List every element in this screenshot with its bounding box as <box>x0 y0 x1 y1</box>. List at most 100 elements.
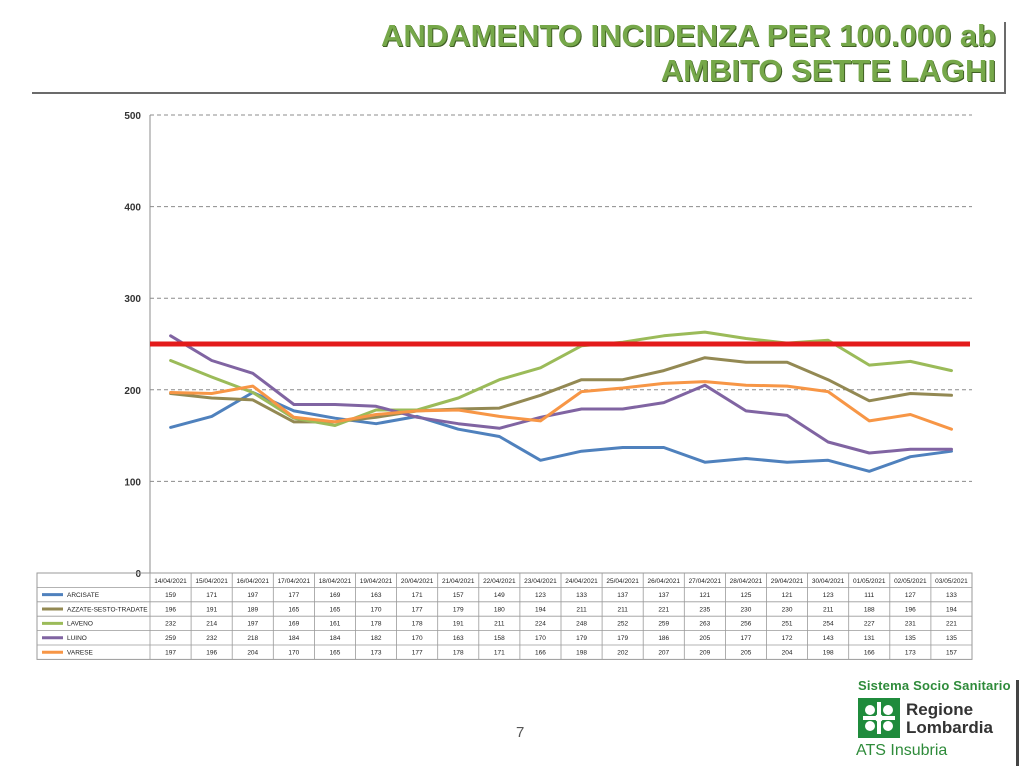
table-cell-value: 235 <box>699 606 710 613</box>
table-cell-value: 205 <box>699 635 710 642</box>
x-tick-label: 02/05/2021 <box>894 578 927 585</box>
table-cell-value: 263 <box>699 621 710 628</box>
table-cell-value: 197 <box>247 592 258 599</box>
table-cell-value: 254 <box>823 621 834 628</box>
series-line-varese <box>169 380 953 431</box>
table-cell-value: 165 <box>288 606 299 613</box>
table-cell-value: 256 <box>741 621 752 628</box>
table-cell-value: 170 <box>371 606 382 613</box>
table-cell-value: 227 <box>864 621 875 628</box>
title-line-1: ANDAMENTO INCIDENZA PER 100.000 ab <box>381 18 996 53</box>
x-tick-label: 17/04/2021 <box>278 578 311 585</box>
y-tick-label: 0 <box>135 569 141 580</box>
table-cell-value: 127 <box>905 592 916 599</box>
table-cell-value: 121 <box>782 592 793 599</box>
table-cell-value: 191 <box>453 621 464 628</box>
table-cell-value: 194 <box>946 606 957 613</box>
table-cell-value: 125 <box>741 592 752 599</box>
x-tick-label: 15/04/2021 <box>195 578 228 585</box>
table-cell-value: 197 <box>247 621 258 628</box>
x-tick-label: 14/04/2021 <box>154 578 187 585</box>
table-cell-value: 179 <box>576 635 587 642</box>
table-cell-value: 196 <box>905 606 916 613</box>
regione-lombardia-logo: Sistema Socio Sanitario Regione Lombardi… <box>850 676 1020 766</box>
series-line-azzate-sesto-tradate <box>169 356 953 424</box>
table-cell-value: 135 <box>946 635 957 642</box>
table-cell-value: 161 <box>330 621 341 628</box>
x-tick-label: 24/04/2021 <box>565 578 598 585</box>
table-cell-value: 211 <box>617 606 628 613</box>
table-cell-value: 211 <box>823 606 834 613</box>
page-number: 7 <box>516 724 525 741</box>
x-tick-label: 28/04/2021 <box>730 578 763 585</box>
table-cell-value: 209 <box>699 650 710 657</box>
table-cell-value: 133 <box>946 592 957 599</box>
table-cell-value: 177 <box>412 606 423 613</box>
title-underline <box>32 92 1006 94</box>
table-cell-value: 177 <box>412 650 423 657</box>
legend-label: AZZATE-SESTO-TRADATE <box>67 606 148 613</box>
x-tick-label: 16/04/2021 <box>236 578 269 585</box>
table-cell-value: 170 <box>412 635 423 642</box>
table-cell-value: 232 <box>165 621 176 628</box>
table-cell-value: 163 <box>453 635 464 642</box>
x-tick-label: 18/04/2021 <box>319 578 352 585</box>
table-cell-value: 170 <box>535 635 546 642</box>
table-cell-value: 179 <box>453 606 464 613</box>
logo-name-line-2: Lombardia <box>906 718 993 737</box>
table-cell-value: 184 <box>330 635 341 642</box>
table-cell-value: 259 <box>658 621 669 628</box>
table-cell-value: 172 <box>782 635 793 642</box>
table-cell-value: 186 <box>658 635 669 642</box>
x-tick-label: 26/04/2021 <box>647 578 680 585</box>
table-cell-value: 214 <box>206 621 217 628</box>
legend-label: VARESE <box>67 650 94 657</box>
table-cell-value: 173 <box>371 650 382 657</box>
table-cell-value: 182 <box>371 635 382 642</box>
table-cell-value: 165 <box>330 650 341 657</box>
data-table: 14/04/2021 15/04/2021 16/04/2021 17/04/2021… <box>36 572 973 660</box>
table-cell-value: 159 <box>165 592 176 599</box>
table-cell-value: 163 <box>371 592 382 599</box>
table-cell-value: 177 <box>288 592 299 599</box>
table-cell-value: 196 <box>165 606 176 613</box>
table-cell-value: 211 <box>494 621 505 628</box>
table-cell-value: 111 <box>864 592 874 599</box>
table-cell-value: 121 <box>699 592 710 599</box>
table-cell-value: 194 <box>535 606 546 613</box>
table-cell-value: 178 <box>453 650 464 657</box>
x-tick-label: 01/05/2021 <box>853 578 886 585</box>
legend-label: LAVENO <box>67 621 93 628</box>
table-cell-value: 179 <box>617 635 628 642</box>
table-cell-value: 149 <box>494 592 505 599</box>
x-tick-label: 20/04/2021 <box>401 578 434 585</box>
series-line-arcisate <box>169 391 953 473</box>
table-cell-value: 202 <box>617 650 628 657</box>
x-tick-label: 30/04/2021 <box>812 578 845 585</box>
x-tick-label: 27/04/2021 <box>689 578 722 585</box>
title-line-2: AMBITO SETTE LAGHI <box>660 53 996 88</box>
x-tick-label: 19/04/2021 <box>360 578 393 585</box>
table-cell-value: 166 <box>535 650 546 657</box>
table-cell-value: 143 <box>823 635 834 642</box>
x-tick-label: 21/04/2021 <box>442 578 475 585</box>
table-cell-value: 198 <box>576 650 587 657</box>
table-cell-value: 165 <box>330 606 341 613</box>
table-cell-value: 157 <box>946 650 957 657</box>
lombardia-rose-icon <box>858 698 900 738</box>
table-cell-value: 157 <box>453 592 464 599</box>
table-cell-value: 252 <box>617 621 628 628</box>
logo-name-line-1: Regione <box>906 700 974 719</box>
table-cell-value: 189 <box>247 606 258 613</box>
table-cell-value: 135 <box>905 635 916 642</box>
table-cell-value: 131 <box>864 635 875 642</box>
logo-ats-text: ATS Insubria <box>856 742 948 759</box>
table-cell-value: 177 <box>741 635 752 642</box>
table-cell-value: 169 <box>288 621 299 628</box>
y-tick-label: 100 <box>124 477 141 488</box>
y-tick-label: 400 <box>124 203 141 214</box>
x-tick-label: 29/04/2021 <box>771 578 804 585</box>
y-tick-label: 200 <box>124 386 141 397</box>
table-cell-value: 207 <box>658 650 669 657</box>
